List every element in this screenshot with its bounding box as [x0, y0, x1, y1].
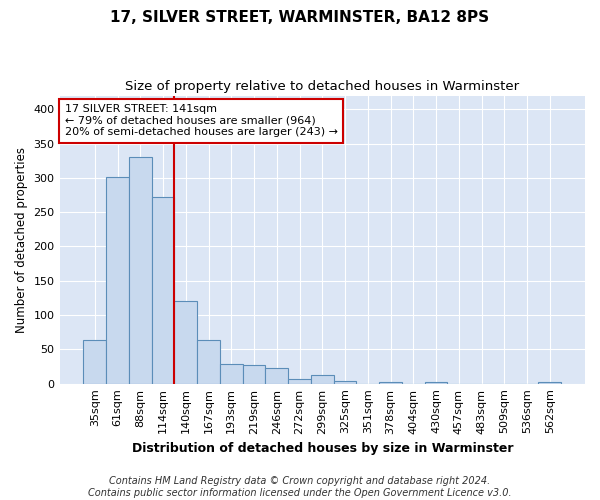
Bar	[106, 176, 129, 384]
Bar	[152, 197, 175, 384]
Text: Contains HM Land Registry data © Crown copyright and database right 2024.
Contai: Contains HM Land Registry data © Crown c…	[88, 476, 512, 498]
Bar	[220, 364, 242, 384]
Bar	[197, 340, 220, 384]
Bar	[129, 158, 152, 384]
Bar	[288, 379, 311, 384]
Bar	[334, 381, 356, 384]
Y-axis label: Number of detached properties: Number of detached properties	[15, 146, 28, 332]
Bar	[265, 368, 288, 384]
Bar	[311, 376, 334, 384]
Bar	[242, 365, 265, 384]
Bar	[538, 382, 561, 384]
Text: 17 SILVER STREET: 141sqm
← 79% of detached houses are smaller (964)
20% of semi-: 17 SILVER STREET: 141sqm ← 79% of detach…	[65, 104, 338, 138]
Bar	[425, 382, 448, 384]
Bar	[83, 340, 106, 384]
Text: 17, SILVER STREET, WARMINSTER, BA12 8PS: 17, SILVER STREET, WARMINSTER, BA12 8PS	[110, 10, 490, 25]
X-axis label: Distribution of detached houses by size in Warminster: Distribution of detached houses by size …	[131, 442, 513, 455]
Title: Size of property relative to detached houses in Warminster: Size of property relative to detached ho…	[125, 80, 520, 93]
Bar	[175, 302, 197, 384]
Bar	[379, 382, 402, 384]
